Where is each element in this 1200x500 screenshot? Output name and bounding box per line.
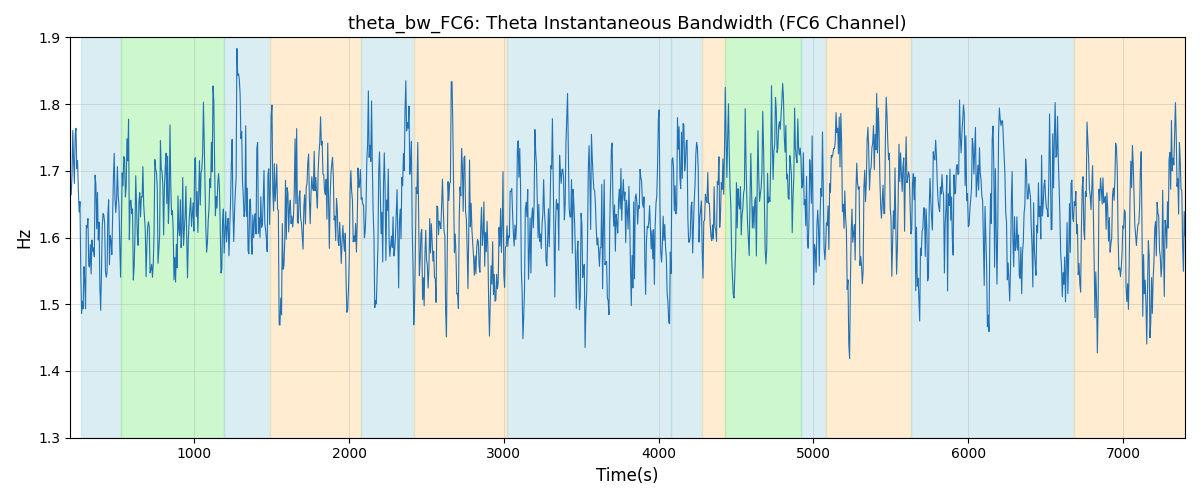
Bar [725, 38, 802, 438]
Bar [826, 38, 911, 438]
Bar [1074, 38, 1184, 438]
Bar [802, 38, 826, 438]
Bar [702, 38, 725, 438]
Bar [414, 38, 506, 438]
Bar [121, 38, 223, 438]
Bar [82, 38, 121, 438]
Bar [671, 38, 702, 438]
Bar [223, 38, 270, 438]
X-axis label: Time(s): Time(s) [596, 467, 659, 485]
Y-axis label: Hz: Hz [14, 227, 32, 248]
Bar [361, 38, 414, 438]
Bar [911, 38, 1074, 438]
Title: theta_bw_FC6: Theta Instantaneous Bandwidth (FC6 Channel): theta_bw_FC6: Theta Instantaneous Bandwi… [348, 15, 907, 34]
Bar [270, 38, 361, 438]
Bar [506, 38, 671, 438]
